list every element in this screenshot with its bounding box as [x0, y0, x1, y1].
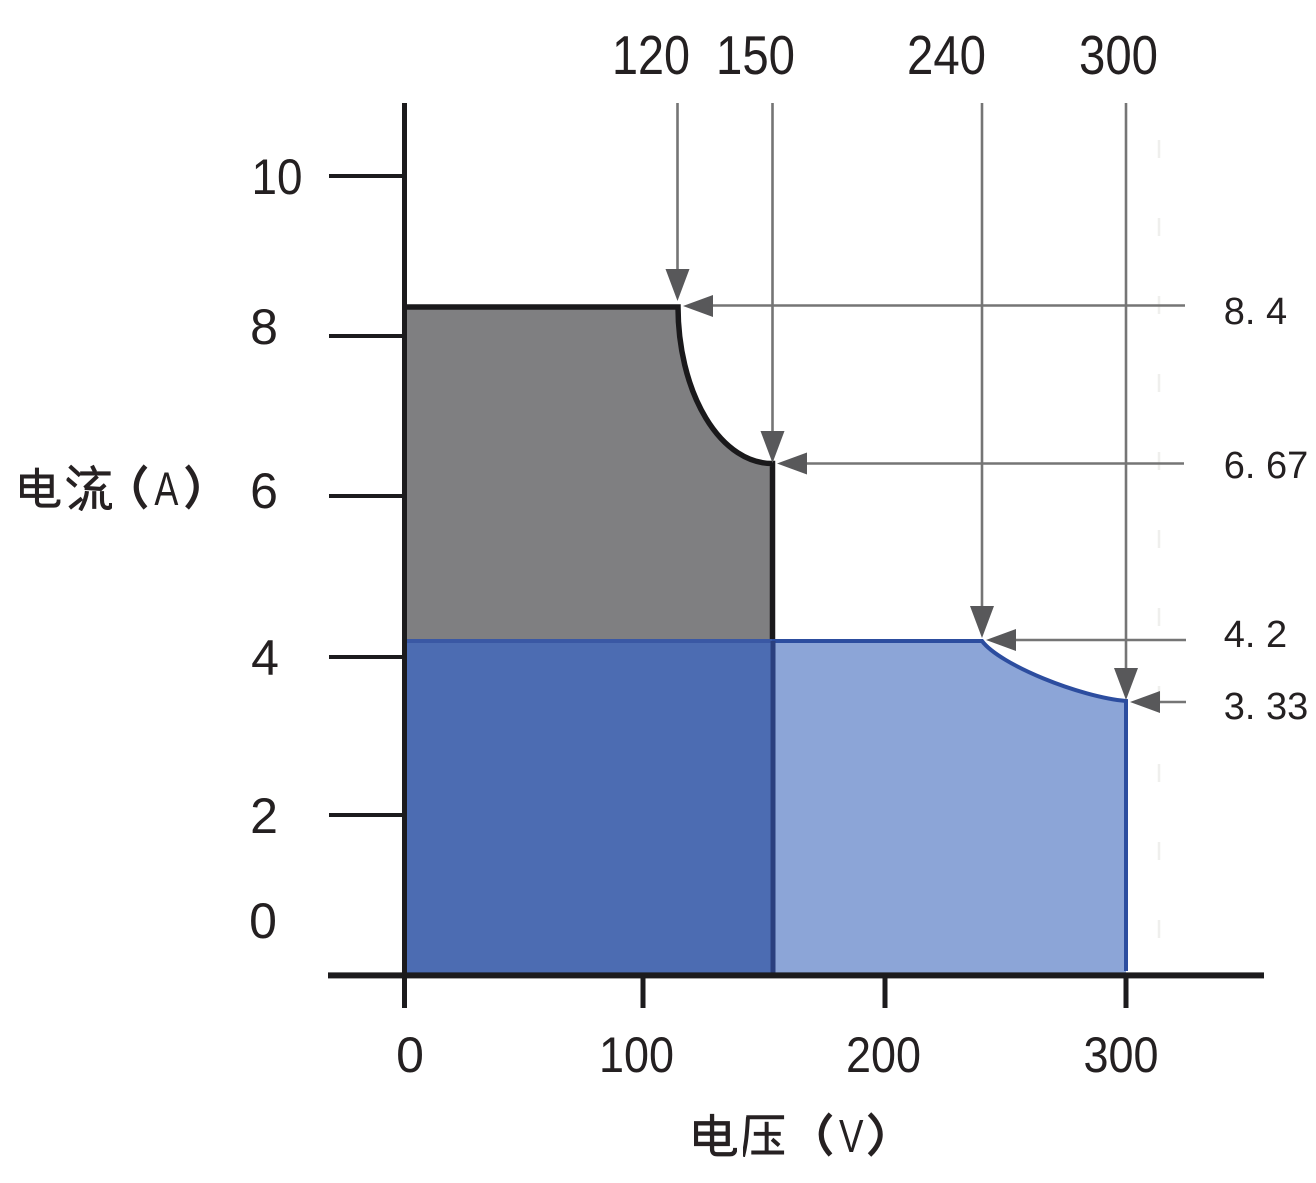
svg-text:0: 0: [249, 893, 277, 949]
svg-text:120: 120: [612, 24, 690, 86]
svg-text:A: A: [154, 462, 178, 515]
svg-text:3. 33: 3. 33: [1224, 686, 1309, 728]
svg-text:100: 100: [599, 1027, 674, 1083]
svg-text:V: V: [839, 1110, 864, 1162]
svg-text:0: 0: [396, 1027, 424, 1083]
svg-text:8. 4: 8. 4: [1224, 291, 1287, 333]
svg-text:10: 10: [252, 149, 303, 205]
svg-text:150: 150: [716, 24, 795, 86]
svg-text:240: 240: [907, 24, 986, 86]
svg-text:8: 8: [250, 299, 278, 355]
svg-text:300: 300: [1079, 24, 1158, 86]
svg-text:6. 67: 6. 67: [1224, 445, 1309, 487]
svg-text:2: 2: [250, 788, 278, 844]
svg-text:200: 200: [846, 1027, 921, 1083]
svg-text:4: 4: [251, 630, 279, 686]
svg-text:300: 300: [1084, 1027, 1159, 1083]
svg-text:6: 6: [250, 463, 278, 519]
svg-text:4. 2: 4. 2: [1224, 614, 1287, 656]
